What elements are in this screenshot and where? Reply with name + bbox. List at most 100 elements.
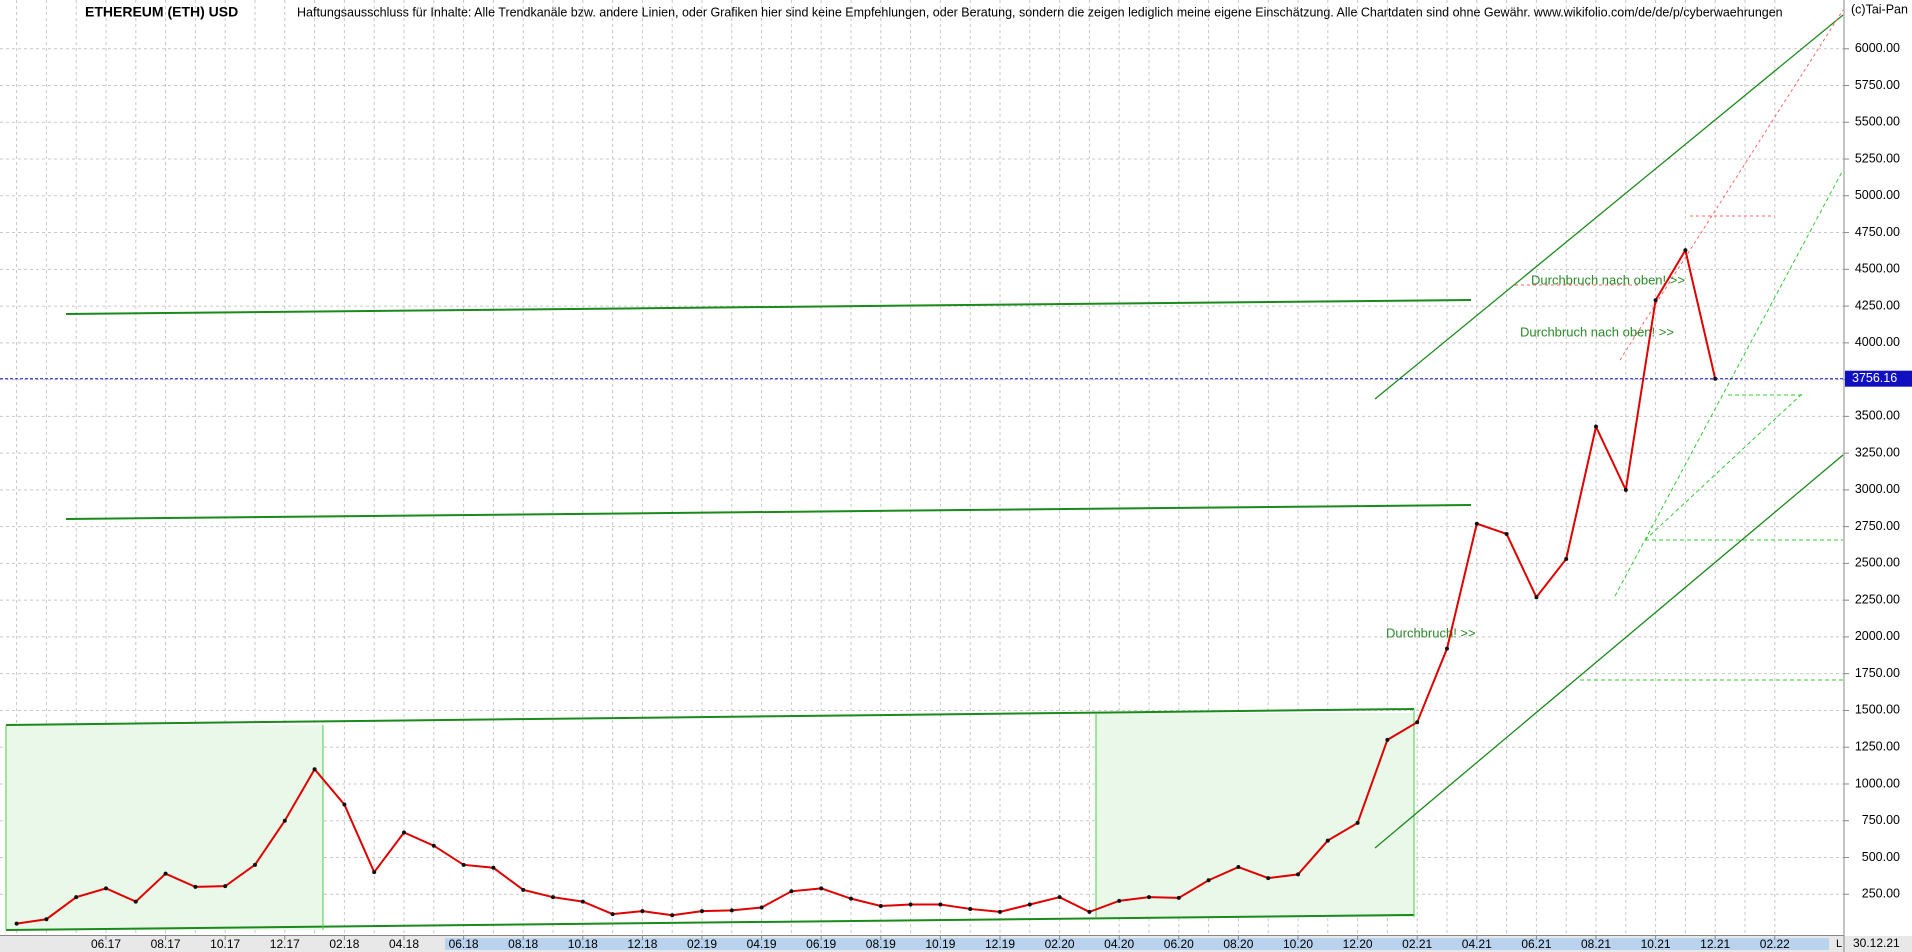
x-tick-label: 08.19 bbox=[866, 937, 896, 951]
x-tick-label: 06.19 bbox=[806, 937, 836, 951]
y-tick-label: 3250.00 bbox=[1855, 445, 1900, 459]
y-tick-label: 5000.00 bbox=[1855, 188, 1900, 202]
trend-line bbox=[65, 504, 1472, 520]
price-point bbox=[1325, 838, 1330, 843]
trend-line bbox=[1374, 14, 1844, 400]
zone bbox=[1096, 713, 1414, 917]
y-tick-label: 4000.00 bbox=[1855, 335, 1900, 349]
price-point bbox=[849, 896, 853, 901]
x-tick-label: 08.18 bbox=[508, 937, 538, 951]
price-point bbox=[789, 889, 794, 894]
trend-line bbox=[1614, 169, 1844, 597]
price-point bbox=[998, 909, 1002, 914]
x-tick-label: 02.20 bbox=[1045, 937, 1075, 951]
x-tick-label: 06.18 bbox=[449, 937, 479, 951]
price-point bbox=[1117, 898, 1122, 903]
price-point bbox=[1415, 720, 1420, 725]
y-tick-label: 3500.00 bbox=[1855, 409, 1900, 423]
price-point bbox=[1445, 646, 1449, 651]
price-point bbox=[1296, 872, 1300, 877]
y-tick-label: 4750.00 bbox=[1855, 225, 1900, 239]
last-date: 30.12.21 bbox=[1853, 936, 1900, 950]
trend-line bbox=[1644, 392, 1804, 541]
y-tick-label: 5750.00 bbox=[1855, 78, 1900, 92]
y-tick-label: 2250.00 bbox=[1855, 592, 1900, 606]
price-point bbox=[908, 902, 913, 907]
price-point bbox=[133, 899, 138, 904]
price-point bbox=[193, 884, 198, 889]
price-point bbox=[759, 905, 764, 910]
x-tick-label: 12.18 bbox=[627, 937, 657, 951]
copyright: (c)Tai-Pan bbox=[1851, 2, 1908, 16]
trend-line bbox=[1374, 454, 1844, 849]
price-point bbox=[1504, 531, 1509, 536]
price-point bbox=[1087, 909, 1092, 914]
price-point bbox=[878, 904, 883, 909]
price-point bbox=[521, 887, 526, 892]
price-line bbox=[16, 247, 1717, 925]
x-tick-label: 08.20 bbox=[1223, 937, 1253, 951]
x-tick-label: 08.21 bbox=[1581, 937, 1611, 951]
price-point bbox=[729, 908, 734, 913]
scroll-range[interactable] bbox=[445, 938, 1829, 950]
y-tick-label: 2000.00 bbox=[1855, 629, 1900, 643]
axis-marker: L bbox=[1836, 938, 1842, 950]
price-point bbox=[1653, 298, 1658, 303]
x-tick-label: 10.18 bbox=[568, 937, 598, 951]
price-point bbox=[1623, 487, 1628, 492]
x-tick-label: 12.20 bbox=[1343, 937, 1373, 951]
price-point bbox=[1057, 895, 1062, 900]
y-tick-label: 2750.00 bbox=[1855, 519, 1900, 533]
x-tick-label: 10.20 bbox=[1283, 937, 1313, 951]
price-point bbox=[253, 862, 257, 867]
y-tick-label: 6000.00 bbox=[1855, 41, 1900, 55]
trend-line bbox=[5, 914, 1415, 931]
price-point bbox=[342, 802, 347, 807]
price-point bbox=[1474, 521, 1479, 526]
y-tick-label: 3000.00 bbox=[1855, 482, 1900, 496]
price-point bbox=[402, 830, 406, 835]
x-tick-label: 10.19 bbox=[925, 937, 955, 951]
y-tick-label: 500.00 bbox=[1862, 850, 1900, 864]
x-tick-label: 02.21 bbox=[1402, 937, 1432, 951]
y-tick-label: 4500.00 bbox=[1855, 262, 1900, 276]
current-price-box bbox=[1845, 370, 1912, 387]
price-point bbox=[819, 886, 824, 891]
price-point bbox=[551, 895, 555, 900]
price-point bbox=[1385, 737, 1390, 742]
trend-line bbox=[5, 708, 1415, 726]
trend-line bbox=[65, 299, 1472, 315]
y-tick-label: 1000.00 bbox=[1855, 776, 1900, 790]
x-tick-label: 06.20 bbox=[1164, 937, 1194, 951]
y-tick-label: 1750.00 bbox=[1855, 666, 1900, 680]
price-point bbox=[640, 909, 645, 914]
x-tick-label: 04.19 bbox=[747, 937, 777, 951]
x-tick-label: 12.21 bbox=[1700, 937, 1730, 951]
price-point bbox=[491, 865, 496, 870]
disclaimer: Haftungsausschluss für Inhalte: Alle Tre… bbox=[297, 5, 1783, 19]
price-point bbox=[1236, 865, 1241, 870]
y-tick-label: 250.00 bbox=[1862, 887, 1900, 901]
y-tick-label: 2500.00 bbox=[1855, 556, 1900, 570]
price-point bbox=[312, 767, 317, 772]
price-point bbox=[670, 913, 675, 918]
price-point bbox=[610, 912, 615, 917]
price-point bbox=[223, 884, 228, 889]
price-point bbox=[104, 886, 108, 891]
annotation: Durchbruch nach oben! >> bbox=[1531, 272, 1685, 287]
price-point bbox=[1594, 424, 1598, 429]
zone bbox=[6, 725, 323, 930]
price-point bbox=[163, 871, 168, 876]
price-point bbox=[372, 870, 377, 875]
chart-title: ETHEREUM (ETH) USD bbox=[85, 4, 238, 20]
price-point bbox=[968, 906, 973, 911]
price-point bbox=[74, 895, 79, 900]
price-point bbox=[461, 862, 466, 867]
price-point bbox=[1534, 595, 1539, 600]
x-tick-label: 04.21 bbox=[1462, 937, 1492, 951]
x-tick-label: 10.17 bbox=[210, 937, 240, 951]
x-tick-label: 06.17 bbox=[91, 937, 121, 951]
price-point bbox=[1355, 820, 1360, 825]
